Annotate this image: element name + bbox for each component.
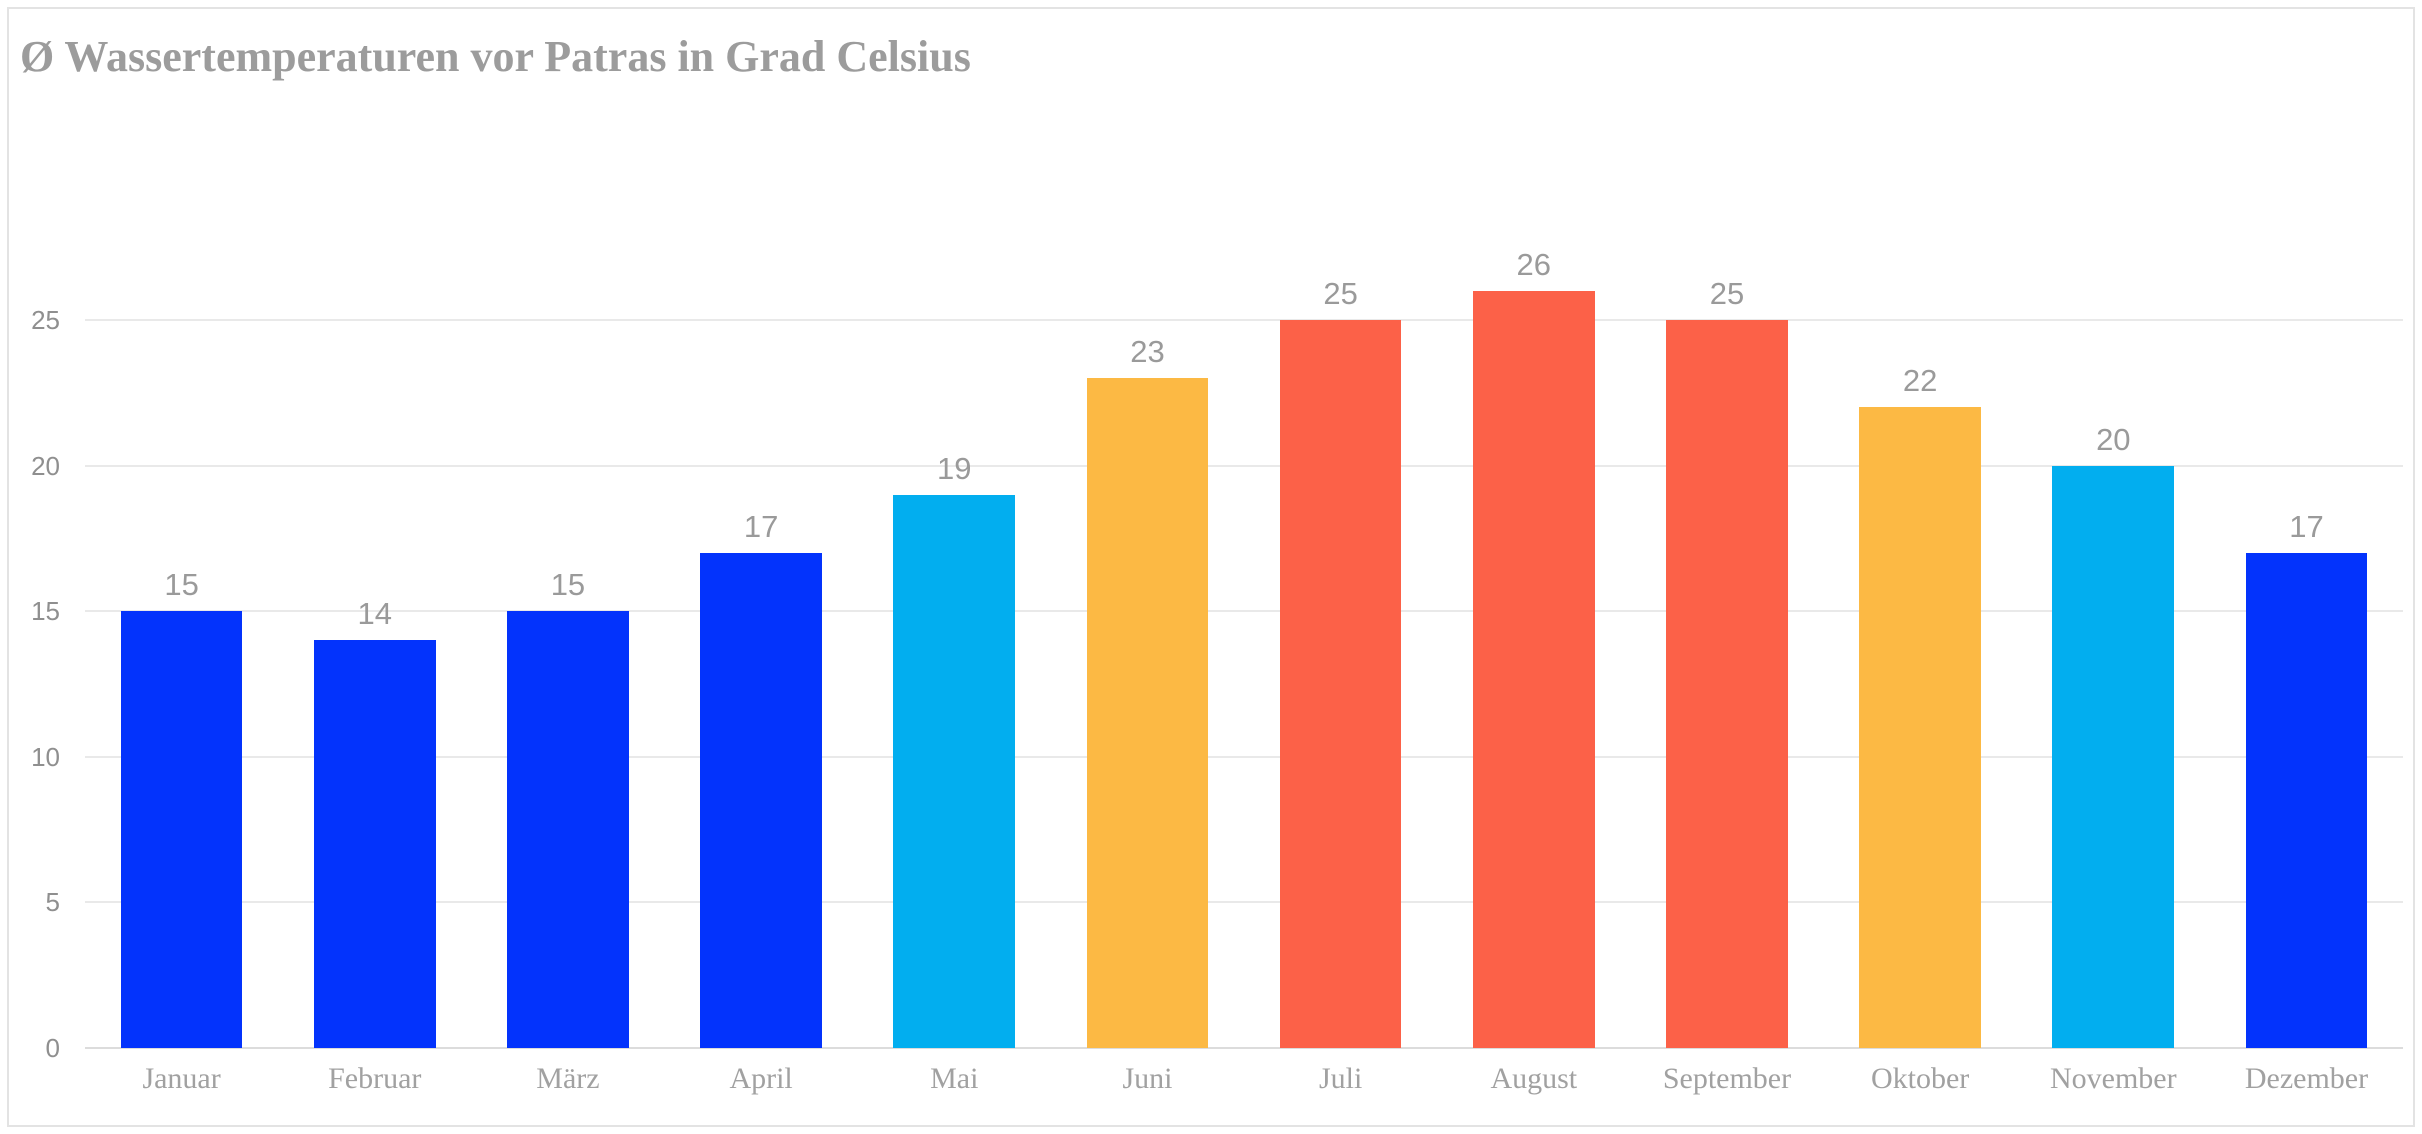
bar-column-mai: 19 (858, 160, 1051, 1048)
bar-juni[interactable] (1086, 378, 1209, 1048)
bar-september[interactable] (1666, 320, 1788, 1048)
bar-februar[interactable] (313, 640, 436, 1048)
x-axis-label-mai: Mai (930, 1062, 979, 1095)
bar-column-november: 20 (2017, 160, 2210, 1048)
x-axis-label-august: August (1490, 1062, 1578, 1095)
x-axis-label-februar: Februar (328, 1062, 422, 1095)
bar-value-label-juli: 25 (1323, 276, 1358, 312)
x-axis-label-april: April (729, 1062, 793, 1095)
bar-column-dezember: 17 (2210, 160, 2403, 1048)
bar-value-label-april: 17 (743, 509, 779, 545)
bar-value-label-februar: 14 (357, 596, 392, 632)
plot-area: 0 5 10 15 20 25 15 14 15 17 19 23 25 26 25 22 20 17 Janu… (31, 160, 2403, 1095)
x-axis-label-juli: Juli (1318, 1062, 1363, 1095)
bar-column-m-rz: 15 (471, 160, 664, 1048)
bar-column-februar: 14 (278, 160, 471, 1048)
chart-title: Ø Wassertemperaturen vor Patras in Grad … (20, 32, 971, 81)
bar-value-label-dezember: 17 (2289, 509, 2324, 545)
bar-column-oktober: 22 (1824, 160, 2017, 1048)
bar-mai[interactable] (893, 494, 1016, 1048)
bar-november[interactable] (2052, 465, 2175, 1048)
bar-januar[interactable] (120, 611, 243, 1048)
bar-value-label-august: 26 (1516, 247, 1552, 283)
x-axis-labels: Januar Februar März April Mai Juni Juli August S… (85, 1062, 2403, 1095)
gridline-15 (85, 610, 2403, 613)
bar-value-label-januar: 15 (164, 567, 199, 603)
bar-dezember[interactable] (2245, 553, 2368, 1048)
bar-juli[interactable] (1279, 320, 1402, 1048)
bar-column-januar: 15 (85, 160, 278, 1048)
bar-oktober[interactable] (1859, 407, 1981, 1048)
x-axis-label-juni: Juni (1122, 1062, 1173, 1095)
x-axis-baseline (85, 1047, 2403, 1049)
bar-column-juli: 25 (1244, 160, 1437, 1048)
x-axis-label-dezember: Dezember (2244, 1062, 2369, 1095)
bar-value-label-juni: 23 (1130, 334, 1165, 370)
x-axis-label-november: November (2049, 1062, 2177, 1095)
bars-row: 15 14 15 17 19 23 25 26 25 22 20 17 (85, 160, 2403, 1048)
x-axis-label-oktober: Oktober (1870, 1062, 1970, 1095)
x-axis-label-september: September (1662, 1062, 1792, 1095)
bar-column-september: 25 (1630, 160, 1823, 1048)
bar-april[interactable] (700, 553, 822, 1048)
x-axis-label-m-rz: März (536, 1062, 600, 1095)
bar-value-label-oktober: 22 (1902, 363, 1938, 399)
bar-value-label-m-rz: 15 (550, 567, 586, 603)
bar-column-april: 17 (665, 160, 858, 1048)
bar-august[interactable] (1472, 291, 1595, 1048)
gridline-10 (85, 755, 2403, 758)
gridline-20 (85, 464, 2403, 467)
bar-m-rz[interactable] (507, 611, 629, 1048)
bar-value-label-september: 25 (1709, 276, 1745, 312)
gridline-5 (85, 901, 2403, 904)
chart-container: Ø Wassertemperaturen vor Patras in Grad … (7, 7, 2415, 1127)
bar-value-label-mai: 19 (937, 450, 972, 486)
bar-column-august: 26 (1437, 160, 1630, 1048)
bar-column-juni: 23 (1051, 160, 1244, 1048)
x-axis-label-januar: Januar (142, 1062, 221, 1095)
bar-value-label-november: 20 (2096, 421, 2131, 457)
gridline-25 (85, 319, 2403, 322)
